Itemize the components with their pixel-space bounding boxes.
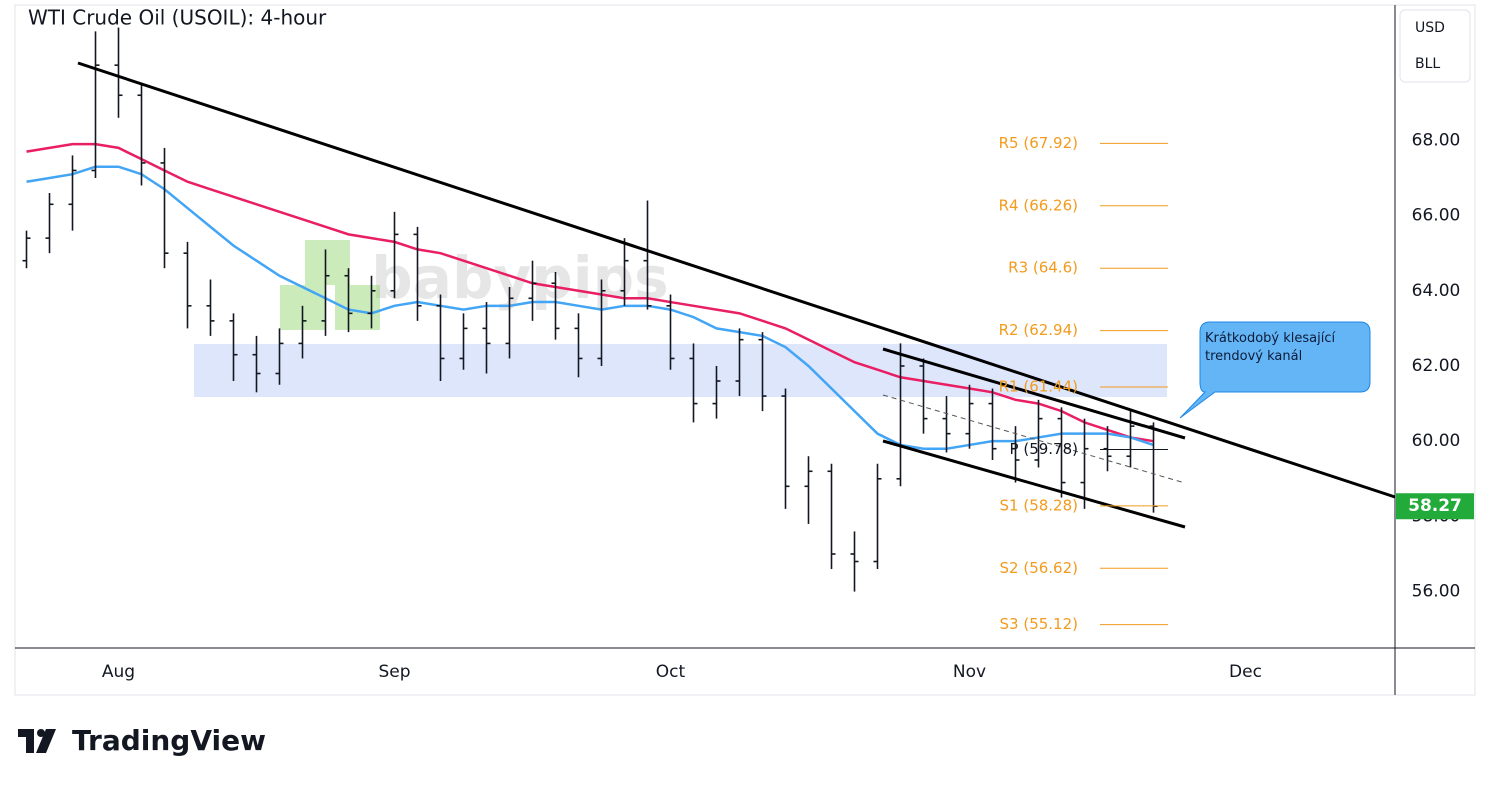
- watermark-logo: [280, 240, 380, 330]
- x-tick-label: Dec: [1229, 662, 1262, 682]
- y-tick-label: 64.00: [1412, 281, 1461, 301]
- pivot-label: R5 (67.92): [999, 134, 1078, 152]
- callout-text: Krátkodobý klesající trendový kanál: [1205, 331, 1336, 364]
- brand: TradingView: [72, 724, 266, 757]
- chart-title: WTI Crude Oil (USOIL): 4-hour: [28, 6, 327, 30]
- pivot-label: S3 (55.12): [1000, 615, 1078, 633]
- pivot-label: R1 (61.44): [999, 378, 1078, 396]
- frame: [14, 4, 1476, 696]
- moving-average: [26, 142, 1154, 443]
- channel-lower: [882, 439, 1186, 529]
- pivot-label: R2 (62.94): [999, 321, 1078, 339]
- resistance-zone: [194, 344, 1167, 397]
- y-tick-label: 66.00: [1412, 206, 1461, 226]
- channel-middle: [882, 394, 1186, 484]
- x-tick-label: Oct: [656, 662, 686, 682]
- callout-box: Krátkodobý klesající trendový kanál: [1205, 331, 1336, 364]
- x-tick-label: Nov: [953, 662, 986, 682]
- callout: [1179, 321, 1371, 419]
- last-price-label: 58.27: [1408, 496, 1462, 516]
- pivot-label: S1 (58.28): [1000, 496, 1078, 514]
- pivot-label: S2 (56.62): [1000, 559, 1078, 577]
- y-tick-label: 68.00: [1412, 130, 1461, 150]
- moving-average: [26, 165, 1154, 450]
- pivot-label: P (59.78): [1010, 440, 1078, 458]
- last-price-box: [1396, 493, 1474, 520]
- brand-logo: [18, 729, 56, 753]
- pivot-label: R4 (66.26): [999, 196, 1078, 214]
- trendline: [77, 61, 1396, 499]
- x-tick-label: Sep: [378, 662, 410, 682]
- y-tick-label: 62.00: [1412, 356, 1461, 376]
- y-tick-label: 60.00: [1412, 431, 1461, 451]
- pivot-label: R3 (64.6): [1008, 259, 1078, 277]
- currency: USD: [1415, 20, 1445, 36]
- channel-upper: [882, 347, 1186, 440]
- unit: BLL: [1415, 56, 1440, 72]
- x-tick-label: Aug: [102, 662, 135, 682]
- y-tick-label: 56.00: [1412, 582, 1461, 602]
- unit-box: [1399, 9, 1471, 83]
